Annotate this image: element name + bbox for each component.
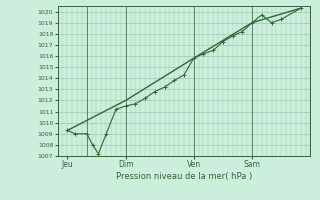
X-axis label: Pression niveau de la mer( hPa ): Pression niveau de la mer( hPa ) [116, 172, 252, 181]
